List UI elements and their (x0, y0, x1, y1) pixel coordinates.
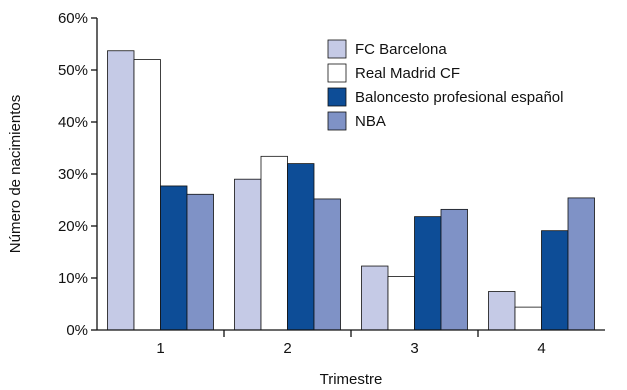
legend-swatch (327, 63, 347, 83)
bar-real-madrid-cf-q3 (387, 276, 415, 331)
bar-real-madrid-cf-q4 (514, 306, 542, 331)
legend-label: NBA (355, 113, 386, 130)
x-tick-label: 1 (156, 340, 164, 357)
legend-label: FC Barcelona (355, 41, 447, 58)
y-tick-label: 0% (66, 322, 88, 339)
bar-nba-q3 (440, 208, 468, 331)
bar-fc-barcelona-q3 (361, 265, 389, 331)
bar-nba-q2 (313, 198, 341, 331)
legend-swatch (327, 39, 347, 59)
x-tick-label: 4 (537, 340, 545, 357)
y-axis-ticks: 0% 10% 20% 30% 40% 50% 60% (58, 10, 97, 339)
bar-fc-barcelona-q2 (234, 178, 262, 331)
legend-label: Real Madrid CF (355, 65, 460, 82)
legend-label: Baloncesto profesional español (355, 89, 563, 106)
y-tick-label: 30% (58, 166, 88, 183)
x-axis-ticks: 1 2 3 4 (156, 330, 546, 357)
y-tick-label: 50% (58, 62, 88, 79)
bar-baloncesto-profesional-espa-ol-q4 (541, 230, 569, 331)
x-tick-label: 2 (283, 340, 291, 357)
y-tick-label: 60% (58, 10, 88, 27)
bar-fc-barcelona-q4 (488, 291, 516, 331)
bar-baloncesto-profesional-espa-ol-q1 (160, 185, 188, 331)
bar-nba-q4 (567, 197, 595, 331)
legend-swatch (327, 111, 347, 131)
legend-swatch (327, 87, 347, 107)
y-tick-label: 10% (58, 270, 88, 287)
bar-baloncesto-profesional-espa-ol-q3 (414, 216, 442, 331)
bar-real-madrid-cf-q2 (260, 155, 288, 331)
y-tick-label: 20% (58, 218, 88, 235)
bar-real-madrid-cf-q1 (133, 59, 161, 331)
x-axis-title: Trimestre (320, 371, 383, 388)
legend: FC Barcelona Real Madrid CF Baloncesto pro… (327, 39, 563, 131)
bar-baloncesto-profesional-espa-ol-q2 (287, 163, 315, 331)
bar-nba-q1 (186, 193, 214, 331)
bar-fc-barcelona-q1 (107, 50, 135, 331)
x-tick-label: 3 (410, 340, 418, 357)
y-axis-title: Número de nacimientos (7, 95, 24, 253)
y-tick-label: 40% (58, 114, 88, 131)
bars (107, 50, 595, 331)
